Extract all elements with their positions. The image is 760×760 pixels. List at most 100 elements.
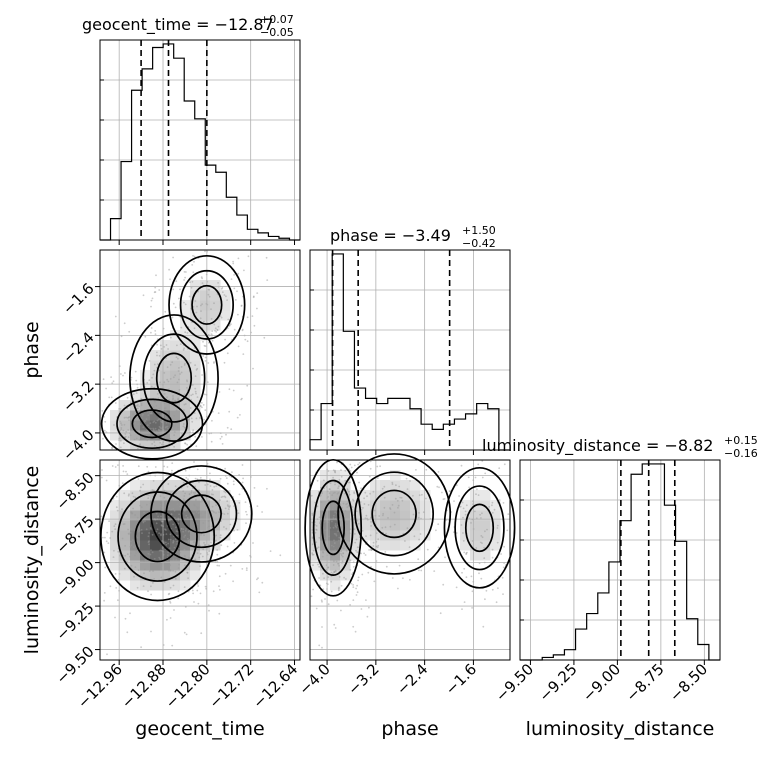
density-cell — [110, 410, 121, 421]
sample-point — [354, 541, 357, 544]
sample-point — [184, 555, 187, 558]
sample-point — [194, 387, 197, 390]
sample-point — [425, 468, 428, 471]
sample-point — [462, 540, 465, 542]
sample-point — [203, 393, 206, 396]
sample-point — [345, 578, 347, 580]
sample-point — [199, 552, 202, 555]
density-cell — [160, 440, 171, 451]
sample-point — [237, 272, 240, 275]
contour-1-2-0-0 — [321, 500, 345, 556]
sample-point — [140, 402, 143, 405]
sample-point — [319, 494, 322, 497]
sample-point — [168, 547, 171, 550]
xtick-label-phase: −1.6 — [442, 660, 480, 698]
sample-point — [485, 589, 488, 592]
sample-point — [204, 360, 207, 362]
sample-point — [163, 496, 166, 499]
sample-point — [475, 547, 478, 549]
sample-point — [142, 520, 144, 523]
sample-point — [461, 571, 463, 574]
sample-point — [186, 571, 189, 574]
sample-point — [213, 323, 216, 326]
density-cell — [390, 530, 401, 541]
sample-point — [372, 541, 375, 544]
density-cell — [180, 390, 191, 401]
sample-point — [217, 282, 220, 284]
sample-point — [269, 550, 272, 552]
sample-point — [105, 387, 107, 390]
sample-point — [217, 412, 220, 414]
sample-point — [179, 551, 182, 554]
sample-point — [167, 348, 170, 350]
sample-point — [206, 381, 209, 383]
sample-point — [409, 578, 411, 581]
sample-point — [181, 417, 184, 420]
sample-point — [178, 505, 181, 508]
density-cell — [140, 530, 151, 541]
sample-point — [152, 582, 154, 584]
density-cell — [480, 510, 491, 521]
sample-point — [218, 575, 221, 578]
sample-point — [113, 549, 115, 552]
sample-point — [210, 308, 212, 310]
sample-point — [332, 517, 335, 519]
density-cell — [330, 540, 341, 551]
sample-point — [477, 494, 480, 496]
sample-point — [155, 522, 158, 525]
density-cell — [190, 540, 201, 551]
sample-point — [142, 585, 145, 587]
sample-point — [246, 513, 248, 516]
sample-point — [215, 485, 218, 487]
density-cell — [490, 530, 501, 541]
sample-point — [189, 434, 192, 437]
sample-point — [146, 411, 149, 413]
density-cell — [170, 360, 181, 371]
scatter-points-layer — [100, 250, 510, 656]
ylabel-luminosity-distance: luminosity_distance — [21, 466, 43, 655]
sample-point — [216, 553, 219, 556]
sample-point — [176, 540, 179, 543]
density-cell — [320, 530, 331, 541]
sample-point — [153, 558, 156, 560]
sample-point — [370, 548, 373, 551]
sample-point — [115, 495, 118, 498]
sample-point — [330, 556, 333, 558]
sample-point — [354, 533, 356, 535]
sample-point — [123, 442, 125, 445]
sample-point — [445, 519, 448, 521]
density-cell — [330, 490, 341, 501]
sample-point — [168, 592, 171, 595]
sample-point — [189, 281, 191, 284]
sample-point — [148, 494, 150, 497]
sample-point — [220, 544, 223, 547]
sample-point — [172, 523, 175, 526]
sample-point — [144, 559, 147, 561]
sample-point — [246, 316, 249, 319]
sample-point — [160, 576, 163, 579]
density-cell — [480, 490, 491, 501]
sample-point — [356, 551, 359, 554]
sample-point — [138, 529, 141, 532]
density-cell — [330, 580, 341, 591]
sample-point — [193, 461, 195, 463]
sample-point — [389, 525, 392, 528]
sample-point — [150, 630, 152, 633]
sample-point — [120, 335, 123, 338]
sample-point — [200, 501, 202, 503]
sample-point — [357, 576, 360, 579]
sample-point — [156, 419, 159, 422]
sample-point — [183, 409, 185, 411]
density-cell — [200, 320, 211, 331]
sample-point — [226, 299, 229, 301]
sample-point — [155, 530, 158, 533]
sample-point — [100, 515, 103, 518]
sample-point — [201, 555, 204, 558]
sample-point — [142, 426, 145, 428]
frames-layer — [99, 39, 721, 661]
sample-point — [140, 404, 143, 407]
sample-point — [337, 589, 340, 592]
sample-point — [232, 480, 235, 483]
sample-point — [200, 310, 202, 312]
sample-point — [337, 487, 339, 489]
